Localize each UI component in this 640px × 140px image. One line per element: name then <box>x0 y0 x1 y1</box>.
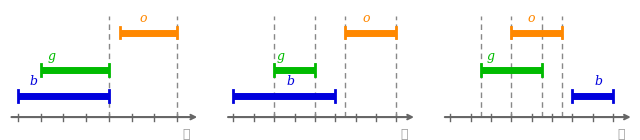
Text: b: b <box>595 75 603 88</box>
Text: o: o <box>528 12 536 25</box>
Text: ℝ: ℝ <box>618 128 625 140</box>
Text: g: g <box>276 50 284 63</box>
Text: b: b <box>287 75 294 88</box>
Text: b: b <box>29 75 38 88</box>
Text: ℝ: ℝ <box>182 128 190 140</box>
Text: g: g <box>48 50 56 63</box>
Text: o: o <box>140 12 147 25</box>
Text: ℝ: ℝ <box>401 128 408 140</box>
Text: o: o <box>362 12 369 25</box>
Text: g: g <box>487 50 495 63</box>
